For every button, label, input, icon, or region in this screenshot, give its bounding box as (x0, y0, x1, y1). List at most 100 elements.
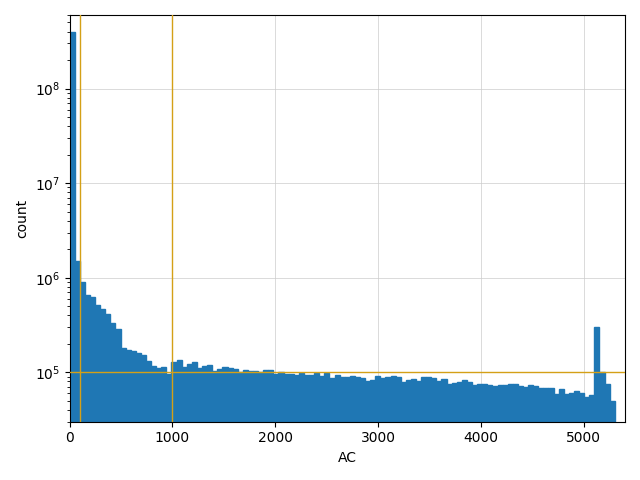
Bar (569, 393, 574, 480)
Bar (223, 367, 227, 480)
Bar (105, 314, 110, 480)
Bar (166, 374, 172, 480)
Bar (483, 384, 487, 480)
Bar (477, 384, 483, 480)
Bar (355, 377, 360, 480)
Bar (416, 381, 421, 480)
Bar (431, 378, 436, 480)
Bar (161, 367, 166, 480)
Bar (151, 366, 156, 480)
Bar (304, 375, 309, 480)
Bar (136, 353, 141, 480)
Bar (289, 373, 294, 480)
Bar (518, 386, 523, 480)
Bar (227, 368, 232, 480)
Bar (584, 397, 589, 480)
Bar (345, 377, 350, 480)
Bar (436, 381, 442, 480)
Bar (202, 366, 207, 480)
Bar (212, 371, 218, 480)
Bar (248, 372, 253, 480)
Bar (380, 378, 385, 480)
Bar (324, 373, 330, 480)
Bar (232, 370, 237, 480)
Bar (600, 372, 605, 480)
Bar (487, 385, 492, 480)
Bar (559, 389, 564, 480)
Bar (197, 368, 202, 480)
Bar (187, 363, 192, 480)
Bar (340, 377, 345, 480)
Bar (284, 374, 289, 480)
Bar (508, 384, 513, 480)
Bar (75, 261, 80, 480)
Bar (411, 379, 416, 480)
Bar (309, 375, 314, 480)
Bar (335, 374, 340, 480)
Bar (253, 371, 258, 480)
Bar (263, 370, 268, 480)
Bar (467, 383, 472, 480)
Bar (457, 382, 462, 480)
Bar (273, 373, 278, 480)
Bar (90, 297, 95, 480)
Bar (146, 361, 151, 480)
Bar (360, 378, 365, 480)
Bar (237, 372, 243, 480)
Bar (299, 373, 304, 480)
Bar (115, 329, 120, 480)
Bar (365, 381, 370, 480)
Bar (110, 323, 115, 480)
Bar (350, 376, 355, 480)
Bar (442, 379, 447, 480)
Bar (533, 386, 538, 480)
Bar (141, 355, 146, 480)
Bar (426, 377, 431, 480)
Bar (319, 376, 324, 480)
Bar (330, 378, 335, 480)
Bar (125, 349, 131, 480)
Bar (218, 369, 223, 480)
Bar (538, 388, 543, 480)
Bar (390, 375, 396, 480)
Bar (100, 309, 105, 480)
Bar (172, 362, 177, 480)
Bar (385, 377, 390, 480)
Bar (182, 367, 187, 480)
Bar (131, 351, 136, 480)
Bar (452, 383, 457, 480)
Bar (579, 393, 584, 480)
Bar (421, 376, 426, 480)
Bar (156, 368, 161, 480)
Bar (314, 373, 319, 480)
Bar (375, 376, 380, 480)
Bar (595, 327, 600, 480)
Bar (492, 386, 497, 480)
Bar (502, 385, 508, 480)
Bar (70, 32, 75, 480)
Bar (85, 295, 90, 480)
Bar (528, 385, 533, 480)
Bar (268, 371, 273, 480)
Bar (396, 377, 401, 480)
Bar (80, 282, 85, 480)
Bar (554, 394, 559, 480)
X-axis label: AC: AC (338, 451, 356, 465)
Bar (605, 384, 610, 480)
Bar (462, 381, 467, 480)
Bar (564, 394, 569, 480)
Bar (294, 374, 299, 480)
Bar (610, 401, 614, 480)
Bar (192, 362, 197, 480)
Bar (406, 380, 411, 480)
Bar (243, 370, 248, 480)
Bar (401, 382, 406, 480)
Bar (497, 385, 502, 480)
Bar (543, 388, 548, 480)
Bar (589, 395, 595, 480)
Bar (278, 372, 284, 480)
Bar (447, 384, 452, 480)
Bar (472, 385, 477, 480)
Bar (370, 380, 375, 480)
Bar (95, 305, 100, 480)
